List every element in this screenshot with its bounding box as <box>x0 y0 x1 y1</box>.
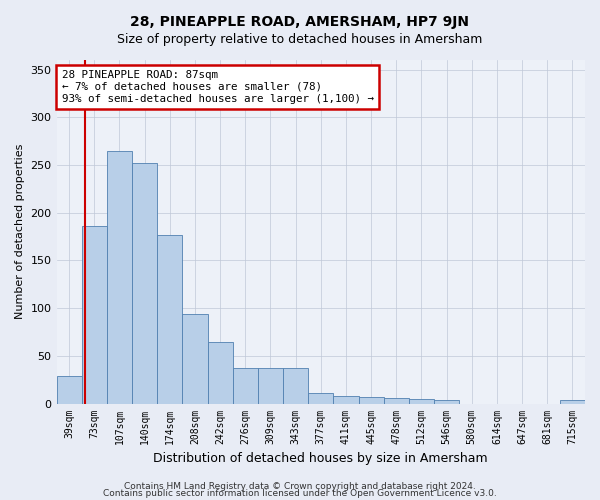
Text: Size of property relative to detached houses in Amersham: Size of property relative to detached ho… <box>118 32 482 46</box>
Bar <box>308 393 334 404</box>
Bar <box>434 400 459 404</box>
Bar <box>56 376 82 404</box>
Bar <box>157 234 182 404</box>
Bar <box>258 368 283 404</box>
Bar <box>334 396 359 404</box>
Text: 28, PINEAPPLE ROAD, AMERSHAM, HP7 9JN: 28, PINEAPPLE ROAD, AMERSHAM, HP7 9JN <box>131 15 470 29</box>
Text: Contains public sector information licensed under the Open Government Licence v3: Contains public sector information licen… <box>103 490 497 498</box>
Bar <box>208 342 233 404</box>
Bar <box>182 314 208 404</box>
Text: Contains HM Land Registry data © Crown copyright and database right 2024.: Contains HM Land Registry data © Crown c… <box>124 482 476 491</box>
X-axis label: Distribution of detached houses by size in Amersham: Distribution of detached houses by size … <box>154 452 488 465</box>
Bar <box>107 150 132 404</box>
Bar <box>383 398 409 404</box>
Bar <box>560 400 585 404</box>
Bar <box>359 397 383 404</box>
Y-axis label: Number of detached properties: Number of detached properties <box>15 144 25 320</box>
Bar <box>132 163 157 404</box>
Bar <box>283 368 308 404</box>
Bar <box>409 399 434 404</box>
Text: 28 PINEAPPLE ROAD: 87sqm
← 7% of detached houses are smaller (78)
93% of semi-de: 28 PINEAPPLE ROAD: 87sqm ← 7% of detache… <box>62 70 374 104</box>
Bar <box>233 368 258 404</box>
Bar <box>82 226 107 404</box>
